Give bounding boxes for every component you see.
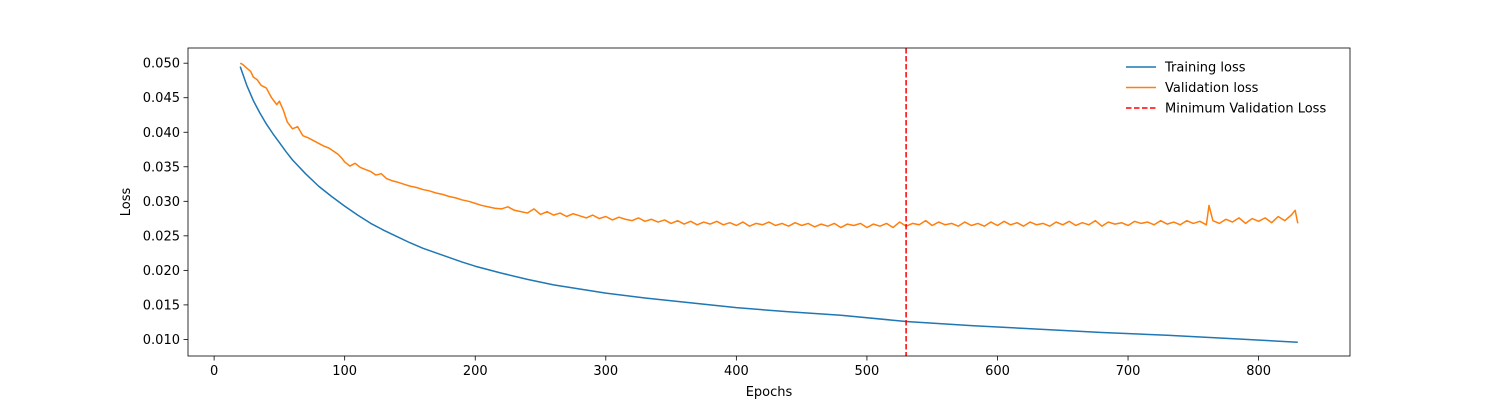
x-tick-label: 800 (1246, 364, 1271, 379)
plot-area (239, 48, 1299, 356)
y-tick-label: 0.010 (143, 333, 180, 348)
x-tick-label: 700 (1116, 364, 1141, 379)
legend-label: Minimum Validation Loss (1165, 102, 1326, 117)
x-tick-label: 400 (724, 364, 749, 379)
x-tick-label: 200 (463, 364, 488, 379)
y-tick-label: 0.045 (143, 91, 180, 106)
series-line-training-loss (239, 66, 1298, 343)
y-tick-label: 0.020 (143, 264, 180, 279)
series-line-validation-loss (239, 62, 1299, 229)
legend: Training loss Validation loss Minimum Vali… (1126, 61, 1326, 117)
legend-label: Training loss (1164, 61, 1246, 76)
x-tick-label: 500 (855, 364, 880, 379)
x-tick-label: 100 (332, 364, 357, 379)
axes: 0 100 200 300 400 500 600 700 800 0.010 0.015 0.020… (119, 47, 1351, 400)
legend-label: Validation loss (1165, 81, 1259, 96)
y-tick-label: 0.035 (143, 160, 180, 175)
y-axis-label: Loss (119, 188, 134, 217)
x-axis-label: Epochs (746, 385, 793, 400)
x-tick-label: 600 (985, 364, 1010, 379)
y-tick-label: 0.050 (143, 57, 180, 72)
axes-frame (187, 47, 1351, 357)
y-tick-label: 0.025 (143, 229, 180, 244)
y-tick-label: 0.030 (143, 195, 180, 210)
x-tick-label: 0 (210, 364, 218, 379)
x-tick-label: 300 (593, 364, 618, 379)
y-tick-label: 0.040 (143, 126, 180, 141)
y-tick-label: 0.015 (143, 298, 180, 313)
